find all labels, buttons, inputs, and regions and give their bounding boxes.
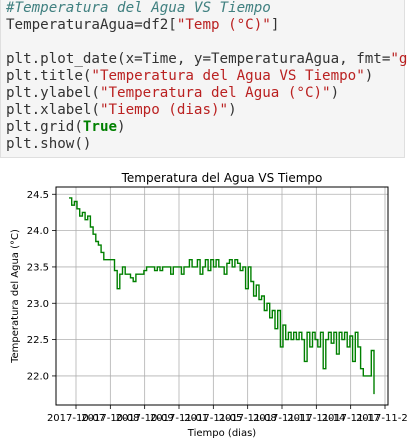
code-token: plt.plot_date(x=Time, y=TemperaturaAgua,… — [6, 51, 391, 67]
output-chart: Temperatura del Agua VS Tiempo 22.0 22.5 2… — [10, 171, 407, 439]
code-token: plt.show() — [6, 136, 92, 152]
code-line-assign: TemperaturaAgua=df2["Temp (°C)"] — [6, 17, 404, 34]
chart-grid — [56, 187, 388, 405]
code-line-ylabel: plt.ylabel("Temperatura del Agua (°C)") — [6, 85, 404, 102]
code-token: ) — [364, 68, 374, 84]
x-tick-label: 2017-11-20 — [356, 413, 407, 424]
code-string: "g-" — [390, 51, 407, 67]
code-token: plt.ylabel( — [6, 85, 100, 101]
x-tick-label: 2017-11-01 — [150, 413, 208, 424]
x-tick-label: 2017-10-07 — [47, 413, 105, 424]
code-token: plt.title( — [6, 68, 92, 84]
code-cell[interactable]: #Temperatura del Agua VS Tiempo Temperat… — [0, 0, 407, 158]
code-string: "Temperatura del Agua VS Tiempo" — [91, 68, 365, 84]
y-tick-label: 23.5 — [27, 262, 49, 273]
code-line-grid: plt.grid(True) — [6, 119, 404, 136]
plot-area — [55, 186, 389, 406]
code-line-plot-date: plt.plot_date(x=Time, y=TemperaturaAgua,… — [6, 51, 407, 68]
code-keyword: True — [82, 119, 118, 135]
code-line-xlabel: plt.xlabel("Tiempo (dias)") — [6, 102, 404, 119]
code-token: plt.grid( — [6, 119, 83, 135]
y-tick-label: 24.0 — [27, 226, 49, 237]
x-tick-label: 2017-10-08 — [81, 413, 139, 424]
y-tick-label: 22.5 — [27, 335, 49, 346]
chart-title: Temperatura del Agua VS Tiempo — [121, 171, 323, 185]
code-token: plt.xlabel( — [6, 102, 100, 118]
x-tick-label: 2017-11-05 — [184, 413, 242, 424]
code-string: "Tiempo (dias)" — [99, 102, 229, 118]
code-string: "Temp (°C)" — [176, 17, 271, 33]
x-axis-label: Tiempo (dias) — [187, 428, 256, 439]
code-line-comment: #Temperatura del Agua VS Tiempo — [6, 0, 404, 17]
x-tick-label: 2017-10-09 — [116, 413, 174, 424]
code-token: ] — [270, 17, 280, 33]
x-tick-label: 2017-11-17 — [322, 413, 380, 424]
code-token: ) — [117, 119, 126, 135]
series-line — [69, 197, 375, 395]
y-tick-label: 22.0 — [27, 371, 49, 382]
code-line-blank — [6, 34, 404, 51]
code-token: ) — [228, 102, 237, 118]
code-token: ) — [330, 85, 340, 101]
y-axis-label: Temperatura del Agua (°C) — [10, 229, 21, 364]
code-comment: #Temperatura del Agua VS Tiempo — [6, 0, 271, 16]
x-tick-label: 2017-11-11 — [253, 413, 311, 424]
x-tick-label: 2017-11-08 — [219, 413, 277, 424]
code-token: TemperaturaAgua=df2[ — [6, 17, 177, 33]
x-tick-label: 2017-11-14 — [287, 413, 345, 424]
y-tick-label: 23.0 — [27, 299, 49, 310]
y-tick-label: 24.5 — [27, 190, 49, 201]
series-layer — [69, 197, 375, 395]
code-string: "Temperatura del Agua (°C)" — [99, 85, 331, 101]
code-line-show: plt.show() — [6, 136, 404, 153]
chart-axes: 22.022.523.023.524.024.52017-10-072017-1… — [27, 190, 407, 424]
code-line-title: plt.title("Temperatura del Agua VS Tiemp… — [6, 68, 404, 85]
